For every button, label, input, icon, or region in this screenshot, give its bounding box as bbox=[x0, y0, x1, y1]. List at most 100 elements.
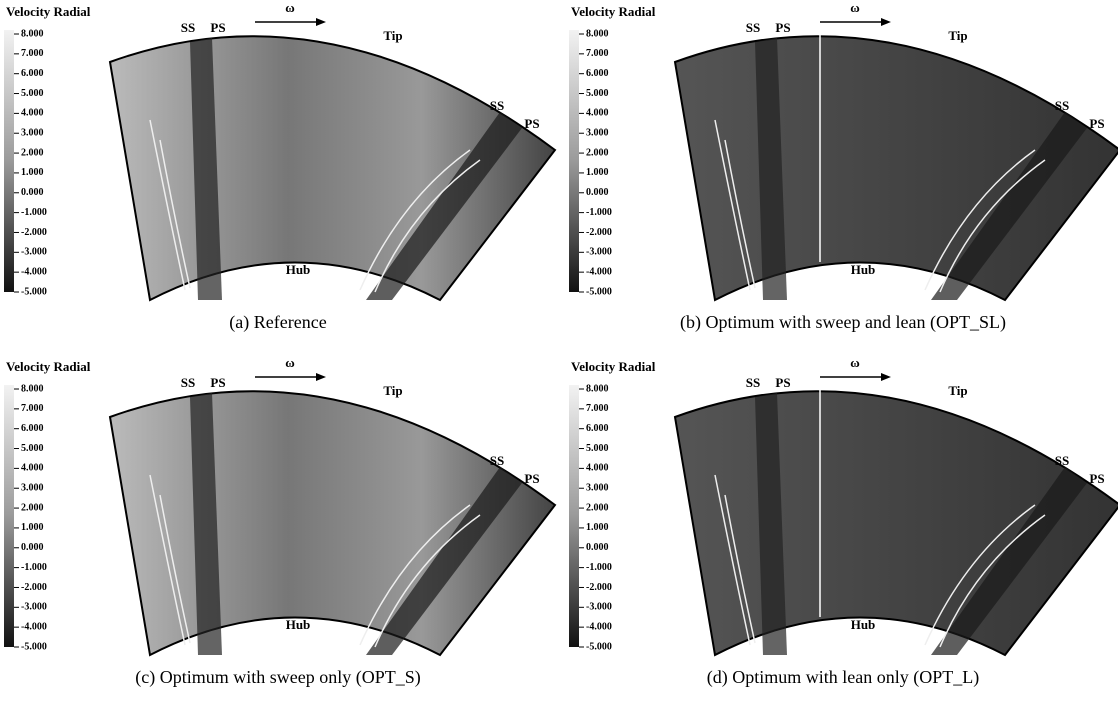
region-label: Tip bbox=[383, 383, 402, 398]
blade-wake bbox=[755, 38, 787, 300]
colorbar-label: -3.000 bbox=[21, 247, 47, 258]
contour-field bbox=[108, 35, 557, 302]
region-label: PS bbox=[1089, 471, 1104, 486]
legend-title: Velocity Radial bbox=[571, 4, 656, 19]
arrow-head bbox=[881, 18, 891, 26]
colorbar-label: -5.000 bbox=[586, 641, 612, 652]
colorbar-label: 2.000 bbox=[21, 147, 44, 158]
colorbar-label: 0.000 bbox=[21, 187, 44, 198]
colorbar-label: -2.000 bbox=[586, 582, 612, 593]
region-label: PS bbox=[524, 116, 539, 131]
colorbar-label: -5.000 bbox=[21, 641, 47, 652]
region-label: SS bbox=[181, 375, 195, 390]
colorbar-label: 0.000 bbox=[21, 542, 44, 553]
contour-lines bbox=[924, 149, 1046, 293]
colorbar-label: 3.000 bbox=[21, 128, 44, 139]
region-label: Hub bbox=[286, 617, 311, 632]
colorbar-label: 4.000 bbox=[586, 463, 609, 474]
caption: (a) Reference bbox=[229, 312, 326, 333]
region-label: ω bbox=[285, 0, 295, 15]
colorbar-label: 3.000 bbox=[586, 483, 609, 494]
legend-title: Velocity Radial bbox=[6, 359, 91, 374]
region-label: Tip bbox=[948, 28, 967, 43]
region-label: Tip bbox=[948, 383, 967, 398]
colorbar-label: 6.000 bbox=[21, 423, 44, 434]
contour-lines bbox=[714, 119, 756, 291]
colorbar-label: 2.000 bbox=[586, 147, 609, 158]
contour-lines bbox=[359, 149, 481, 293]
colorbar-label: 4.000 bbox=[21, 108, 44, 119]
colorbar bbox=[569, 30, 579, 292]
region-label: Tip bbox=[383, 28, 402, 43]
panel: Velocity Radial 8.000 7.000 6.000 5.000 4.000… bbox=[569, 355, 1118, 688]
colorbar-label: 6.000 bbox=[21, 68, 44, 79]
colorbar-label: 1.000 bbox=[21, 167, 44, 178]
region-label: ω bbox=[285, 355, 295, 370]
contour-field bbox=[673, 390, 1118, 657]
colorbar-label: -5.000 bbox=[586, 286, 612, 297]
colorbar-label: 1.000 bbox=[21, 522, 44, 533]
region-label: SS bbox=[746, 20, 760, 35]
region-label: PS bbox=[775, 20, 790, 35]
legend-title: Velocity Radial bbox=[571, 359, 656, 374]
colorbar-label: 5.000 bbox=[21, 443, 44, 454]
colorbar-label: 5.000 bbox=[586, 88, 609, 99]
region-label: PS bbox=[775, 375, 790, 390]
region-label: SS bbox=[490, 453, 504, 468]
colorbar-label: -3.000 bbox=[586, 602, 612, 613]
blade-wake bbox=[931, 112, 1087, 300]
region-label: SS bbox=[1055, 453, 1069, 468]
colorbar-label: -4.000 bbox=[21, 621, 47, 632]
colorbar-label: 8.000 bbox=[586, 28, 609, 39]
region-label: PS bbox=[210, 20, 225, 35]
colorbar bbox=[4, 30, 14, 292]
contour-lines bbox=[714, 474, 756, 646]
colorbar-label: -3.000 bbox=[586, 247, 612, 258]
caption: (b) Optimum with sweep and lean (OPT_SL) bbox=[680, 312, 1006, 333]
colorbar bbox=[569, 385, 579, 647]
blade-wake bbox=[190, 38, 222, 300]
contour-field bbox=[108, 390, 557, 657]
colorbar-label: 0.000 bbox=[586, 187, 609, 198]
region-label: Hub bbox=[851, 617, 876, 632]
colorbar-label: 7.000 bbox=[21, 403, 44, 414]
blade-wake bbox=[190, 393, 222, 655]
region-label: PS bbox=[524, 471, 539, 486]
region-label: ω bbox=[850, 355, 860, 370]
colorbar-label: 2.000 bbox=[586, 502, 609, 513]
colorbar-label: -4.000 bbox=[586, 621, 612, 632]
colorbar-label: 5.000 bbox=[21, 88, 44, 99]
colorbar-label: 8.000 bbox=[21, 28, 44, 39]
arrow-head bbox=[316, 18, 326, 26]
blade-wake bbox=[366, 112, 522, 300]
colorbar-label: 7.000 bbox=[586, 48, 609, 59]
region-label: SS bbox=[746, 375, 760, 390]
colorbar-label: 6.000 bbox=[586, 68, 609, 79]
colorbar-label: 2.000 bbox=[21, 502, 44, 513]
colorbar-label: -4.000 bbox=[21, 266, 47, 277]
colorbar-label: 1.000 bbox=[586, 522, 609, 533]
region-label: PS bbox=[1089, 116, 1104, 131]
panel: Velocity Radial 8.000 7.000 6.000 5.000 4.000… bbox=[4, 0, 557, 333]
blade-wake bbox=[755, 393, 787, 655]
colorbar-label: 4.000 bbox=[586, 108, 609, 119]
region-label: ω bbox=[850, 0, 860, 15]
caption: (d) Optimum with lean only (OPT_L) bbox=[707, 667, 979, 688]
panel: Velocity Radial 8.000 7.000 6.000 5.000 4.000… bbox=[569, 0, 1118, 333]
colorbar-label: 5.000 bbox=[586, 443, 609, 454]
colorbar-label: 8.000 bbox=[21, 383, 44, 394]
colorbar-label: 8.000 bbox=[586, 383, 609, 394]
colorbar-label: 7.000 bbox=[21, 48, 44, 59]
colorbar-label: -1.000 bbox=[586, 207, 612, 218]
colorbar-label: -1.000 bbox=[21, 562, 47, 573]
colorbar-label: 1.000 bbox=[586, 167, 609, 178]
blade-wake bbox=[931, 467, 1087, 655]
arrow-head bbox=[316, 373, 326, 381]
colorbar-label: -1.000 bbox=[586, 562, 612, 573]
contour-lines bbox=[924, 504, 1046, 648]
caption: (c) Optimum with sweep only (OPT_S) bbox=[135, 667, 420, 688]
colorbar-label: 6.000 bbox=[586, 423, 609, 434]
colorbar-label: -2.000 bbox=[21, 582, 47, 593]
region-label: SS bbox=[1055, 98, 1069, 113]
